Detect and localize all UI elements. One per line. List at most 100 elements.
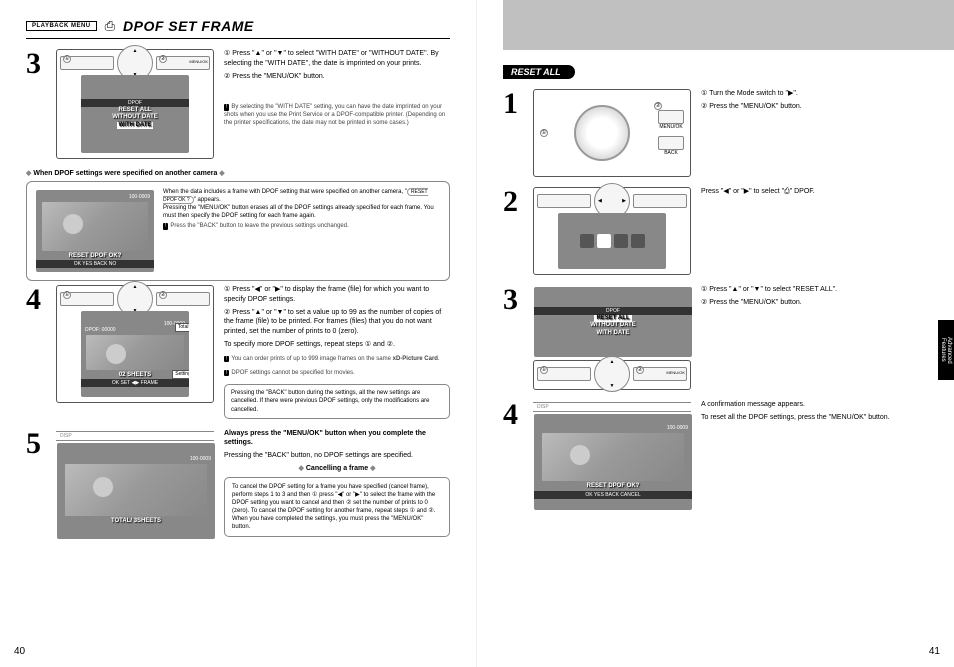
instruction: To reset all the DPOF settings, press th… [701,413,928,423]
text: Pressing the "MENU/OK" button erases all… [163,204,441,220]
r-step-4-text: A confirmation message appears. To reset… [701,400,928,512]
title-rule [26,38,450,39]
back-warning-box: Pressing the "BACK" button during the se… [224,384,450,418]
lcd-screen: 100-0009 RESET DPOF OK? OK YES BACK CANC… [534,414,692,510]
marker-1: ① [63,55,71,63]
cam-menu-btn [633,194,687,208]
instruction: ② Press the "MENU/OK" button. [701,102,928,112]
r-step-2-image: ◀▶ [533,187,693,275]
step-5-text: Always press the "MENU/OK" button when y… [224,429,450,541]
lcd-line-selected: WITH DATE [117,122,154,129]
note-text: Press the "BACK" button to leave the pre… [170,223,348,229]
marker-1: ① [540,129,548,137]
camera-back: ① ②MENU/OK BACK [533,89,691,177]
instruction: ① Turn the Mode switch to "▶". [701,89,928,99]
note-icon: ! [163,223,168,230]
subsection-title: ◆ When DPOF settings were specified on a… [26,169,450,177]
instruction-bold: Always press the "MENU/OK" button when y… [224,429,450,449]
r-step-4: 4 DISP 100-0009 RESET DPOF OK? OK YES BA… [503,400,928,512]
lcd-bottom: OK SET ◀▶ FRAME [81,379,189,387]
playback-badge: PLAYBACK MENU [26,21,97,31]
section-title: DPOF SET FRAME [123,18,254,34]
header: PLAYBACK MENU ⎙ DPOF SET FRAME [26,18,450,34]
reset-all-badge: RESET ALL [503,65,575,79]
r-step-1: 1 ① ②MENU/OK BACK ① Turn the Mode switch… [503,89,928,177]
manual-spread: PLAYBACK MENU ⎙ DPOF SET FRAME 3 ① ②MENU… [0,0,954,667]
r-step-1-image: ① ②MENU/OK BACK [533,89,693,177]
page-number-right: 41 [929,646,940,657]
cancel-box: To cancel the DPOF setting for a frame y… [224,477,450,538]
page-right: RESET ALL 1 ① ②MENU/OK BACK ① Turn the M… [477,0,954,667]
camera-back: ① ②MENU/OK [533,360,691,390]
instruction: ② Press the "MENU/OK" button. [224,72,450,82]
another-camera-text: When the data includes a frame with DPOF… [163,188,441,234]
lcd-photo [65,464,207,517]
note-icon: ! [224,104,229,111]
lcd-screen: 100-0009 TOTAL/ 3SHEETS [57,443,215,539]
lcd-framenum: 100-0009 [129,194,154,200]
camera-back: ① ② 100-0009 DPOF: 00000 02 SHEETS OK SE… [56,285,214,403]
camera-back: ① ②MENU/OK DPOF RESET ALL WITHOUT DATE W… [56,49,214,159]
lcd-photo [42,202,148,251]
r-step-1-text: ① Turn the Mode switch to "▶". ② Press t… [701,89,928,177]
lcd-sheets: 02 SHEETS [119,372,151,379]
instruction: ② Press "▲" or "▼" to set a value up to … [224,308,450,337]
step-number: 4 [26,285,48,419]
page-left: PLAYBACK MENU ⎙ DPOF SET FRAME 3 ① ②MENU… [0,0,477,667]
step-3: 3 ① ②MENU/OK DPOF RESET ALL WITHOUT DATE… [26,49,450,159]
cam-zoom [537,194,591,208]
r-step-2-text: Press "◀" or "▶" to select "⎙" DPOF. [701,187,928,275]
r-step-2: 2 ◀▶ Press "◀" or "▶" to select "⎙" DPOF… [503,187,928,275]
marker-2: ② [159,55,167,63]
cancel-title: ◆ Cancelling a frame ◆ [224,464,450,474]
marker-1: ① [63,291,71,299]
lcd-photo [86,335,183,369]
instruction: To specify more DPOF settings, repeat st… [224,340,450,350]
lcd-line: WITH DATE [597,330,630,337]
back-button [658,136,684,150]
callout-setting: Setting for that frame [172,370,189,379]
step-number: 2 [503,187,525,275]
lcd-framenum: 100-0009 [190,456,215,462]
lcd-line: WITHOUT DATE [590,322,636,329]
lcd-screen: DPOF RESET ALL WITHOUT DATE WITH DATE [534,287,692,357]
another-camera-box: 100-0009 RESET DPOF OK? OK YES BACK NO W… [26,181,450,281]
note-text: You can order prints of up to 999 image … [231,356,392,362]
step-5-image: DISP 100-0009 TOTAL/ 3SHEETS [56,429,216,541]
cam-dpad [594,356,630,392]
lcd-dpof: DPOF: 00000 [81,327,116,333]
page-number-left: 40 [14,646,25,657]
cam-zoom: ① [537,367,591,381]
text: " appears. [194,197,221,203]
step-4-text: ① Press "◀" or "▶" to display the frame … [224,285,450,419]
lcd-framenum: 100-0009 [667,425,692,431]
step-number: 4 [503,400,525,512]
cam-menu-btn: ②MENU/OK [633,367,687,381]
subsection-label: When DPOF settings were specified on ano… [33,170,217,177]
cam-menu-btn: ② [156,292,210,306]
step-3-image: ① ②MENU/OK DPOF RESET ALL WITHOUT DATE W… [56,49,216,159]
lcd-screen [558,213,666,269]
another-camera-lcd: 100-0009 RESET DPOF OK? OK YES BACK NO [35,188,155,274]
lcd-okbar: OK YES BACK NO [36,260,154,268]
print-icon: ⎙ [105,18,115,34]
instruction: ① Press "▲" or "▼" to select "WITH DATE"… [224,49,450,69]
cam-zoom: ① [60,56,114,70]
instruction: ① Press "▲" or "▼" to select "RESET ALL"… [701,285,928,295]
note-text: DPOF settings cannot be specified for mo… [231,370,354,376]
cam-zoom: ① [60,292,114,306]
note-icon: ! [224,370,229,377]
disp-strip: DISP [533,402,691,412]
step-number: 3 [503,285,525,390]
camera-back: ◀▶ [533,187,691,275]
lcd-msg: RESET DPOF OK? [587,483,640,490]
note-icon: ! [224,356,229,363]
disp-strip: DISP [56,431,214,441]
lcd-total: TOTAL/ 3SHEETS [111,518,161,525]
instruction: A confirmation message appears. [701,400,928,410]
step-5: 5 DISP 100-0009 TOTAL/ 3SHEETS Always pr… [26,429,450,541]
menu-ok-button [658,110,684,124]
right-header-block [503,0,954,50]
lcd-photo [542,433,684,481]
instruction: ① Press "◀" or "▶" to display the frame … [224,285,450,305]
